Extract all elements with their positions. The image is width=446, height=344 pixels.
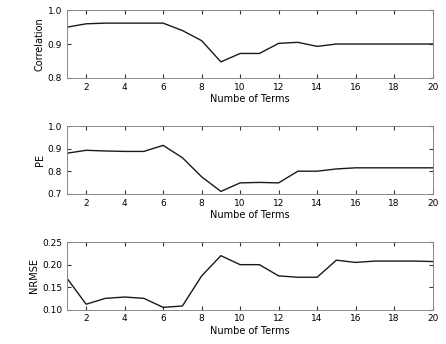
- Y-axis label: NRMSE: NRMSE: [29, 258, 39, 293]
- X-axis label: Numbe of Terms: Numbe of Terms: [210, 94, 289, 104]
- Y-axis label: PE: PE: [35, 154, 45, 166]
- Y-axis label: Correlation: Correlation: [35, 17, 45, 71]
- X-axis label: Numbe of Terms: Numbe of Terms: [210, 326, 289, 336]
- X-axis label: Numbe of Terms: Numbe of Terms: [210, 210, 289, 220]
